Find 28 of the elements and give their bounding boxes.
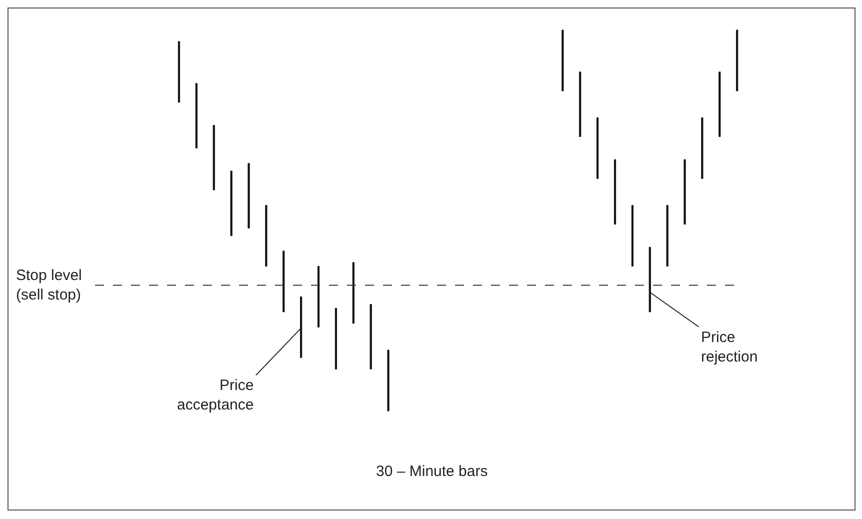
candlestick	[596, 117, 599, 179]
candlestick	[282, 250, 285, 312]
annotation: Price acceptance	[177, 377, 254, 414]
candlestick	[718, 72, 721, 137]
candlestick	[178, 41, 180, 103]
candlestick	[631, 205, 634, 266]
candlestick	[195, 83, 198, 148]
candlestick	[614, 159, 616, 225]
annotation: Price rejection	[701, 329, 758, 366]
candlestick	[701, 117, 704, 179]
candlestick	[212, 125, 215, 190]
candlestick	[736, 30, 738, 92]
candlestick	[387, 350, 390, 412]
candlestick	[562, 30, 564, 92]
candlestick	[265, 205, 268, 266]
candlestick	[684, 159, 686, 225]
candlestick	[579, 72, 582, 137]
ref-line-label: Stop level (sell stop)	[16, 267, 82, 304]
candlestick	[230, 170, 232, 236]
candlestick	[300, 296, 302, 358]
candlestick	[370, 304, 372, 370]
x-axis-title: 30 – Minute bars	[376, 463, 488, 480]
candlestick	[666, 205, 668, 266]
candlestick	[248, 163, 250, 228]
candlestick	[352, 262, 354, 324]
candlestick	[317, 266, 320, 328]
candlestick	[334, 308, 337, 370]
candlestick	[648, 246, 651, 312]
